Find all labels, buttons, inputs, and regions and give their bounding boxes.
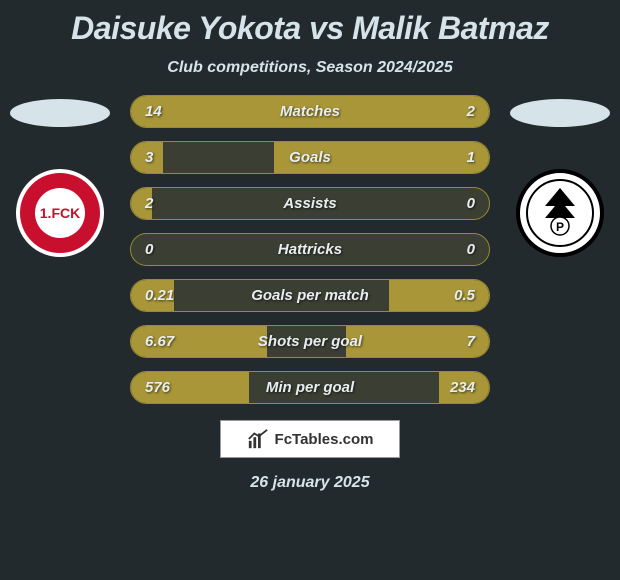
stat-row: 6.677Shots per goal: [130, 325, 490, 358]
svg-text:P: P: [556, 220, 564, 234]
eagle-icon: P: [525, 178, 595, 248]
left-club-badge: 1.FCK: [16, 169, 104, 257]
page-title: Daisuke Yokota vs Malik Batmaz: [0, 0, 620, 47]
right-player-placeholder: [510, 99, 610, 127]
chart-icon: [247, 428, 269, 450]
site-logo[interactable]: FcTables.com: [220, 420, 400, 458]
footer-date: 26 january 2025: [0, 474, 620, 492]
stat-row: 142Matches: [130, 95, 490, 128]
left-player-column: 1.FCK: [0, 95, 120, 257]
stat-row: 576234Min per goal: [130, 371, 490, 404]
stat-row: 0.210.5Goals per match: [130, 279, 490, 312]
stat-label: Shots per goal: [131, 326, 489, 357]
stat-label: Matches: [131, 96, 489, 127]
stat-bars: 142Matches 31Goals 20Assists 00Hattricks 0.2…: [130, 95, 490, 404]
right-club-badge: P: [516, 169, 604, 257]
comparison-card: Daisuke Yokota vs Malik Batmaz Club comp…: [0, 0, 620, 580]
stat-label: Hattricks: [131, 234, 489, 265]
left-player-placeholder: [10, 99, 110, 127]
stat-label: Min per goal: [131, 372, 489, 403]
stat-row: 31Goals: [130, 141, 490, 174]
stat-row: 00Hattricks: [130, 233, 490, 266]
subtitle: Club competitions, Season 2024/2025: [0, 59, 620, 77]
site-logo-text: FcTables.com: [275, 431, 374, 448]
stat-label: Goals per match: [131, 280, 489, 311]
left-club-badge-text: 1.FCK: [35, 188, 85, 238]
main-area: 1.FCK 142Matches 31Goals 20Assists 00Hattri…: [0, 95, 620, 404]
stat-label: Goals: [131, 142, 489, 173]
right-player-column: P: [500, 95, 620, 257]
stat-label: Assists: [131, 188, 489, 219]
stat-row: 20Assists: [130, 187, 490, 220]
